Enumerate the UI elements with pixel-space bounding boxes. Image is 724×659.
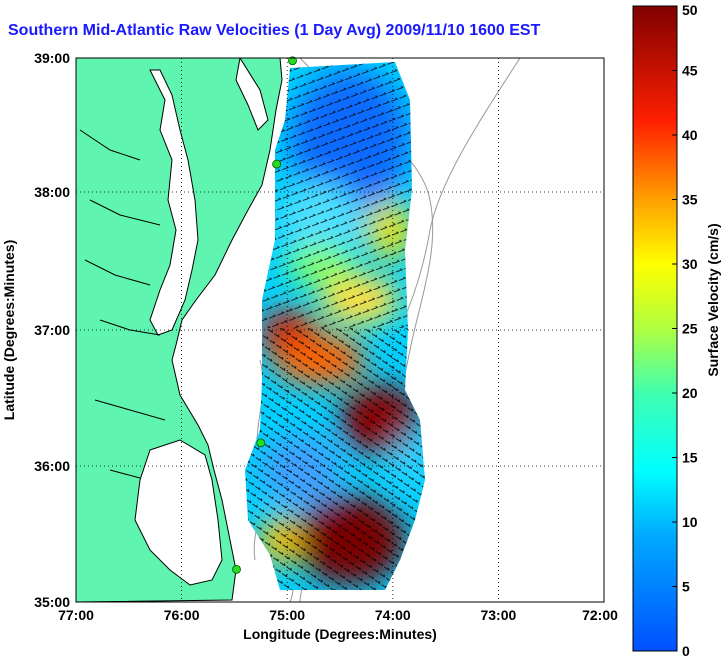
- lat-tick-label: 35:00: [34, 594, 70, 610]
- colorbar: [632, 5, 678, 652]
- colorbar-tick-label: 20: [682, 385, 698, 401]
- colorbar-tick-label: 25: [682, 321, 698, 337]
- radar-stations: [232, 56, 297, 574]
- colorbar-tick-label: 45: [682, 63, 698, 79]
- lon-tick-label: 75:00: [269, 607, 305, 623]
- colorbar-label: Surface Velocity (cm/s): [705, 223, 721, 376]
- colorbar-tick-label: 30: [682, 256, 698, 272]
- x-axis-label: Longitude (Degrees:Minutes): [243, 626, 437, 642]
- colorbar-tick-label: 5: [682, 579, 690, 595]
- radar-station-marker: [256, 438, 266, 448]
- colorbar-tick-label: 40: [682, 127, 698, 143]
- lon-tick-label: 76:00: [164, 607, 200, 623]
- colorbar-tick-label: 50: [682, 2, 698, 18]
- map-grid: [76, 58, 604, 602]
- lon-tick-label: 77:00: [58, 607, 94, 623]
- y-axis-label: Latitude (Degrees:Minutes): [1, 240, 17, 420]
- colorbar-tick-label: 0: [682, 643, 690, 659]
- lat-tick-label: 39:00: [34, 50, 70, 66]
- lat-tick-label: 37:00: [34, 322, 70, 338]
- colorbar-ticks: 0 5 10 15 20 25 30 35 40 45 50: [672, 2, 698, 659]
- radar-station-marker: [272, 159, 282, 169]
- lon-tick-label: 73:00: [480, 607, 516, 623]
- colorbar-tick-label: 35: [682, 192, 698, 208]
- colorbar-tick-label: 15: [682, 450, 698, 466]
- map-title: Southern Mid-Atlantic Raw Velocities (1 …: [8, 22, 541, 39]
- lat-tick-label: 36:00: [34, 458, 70, 474]
- lon-tick-label: 72:00: [582, 607, 618, 623]
- rivers: [79, 129, 166, 479]
- lon-tick-labels: 77:00 76:00 75:00 74:00 73:00 72:00: [58, 607, 618, 623]
- lon-tick-label: 74:00: [375, 607, 411, 623]
- lat-tick-labels: 35:00 36:00 37:00 38:00 39:00: [34, 50, 70, 610]
- colorbar-tick-label: 10: [682, 514, 698, 530]
- radar-station-marker: [288, 56, 297, 66]
- plot-frame: [75, 57, 605, 603]
- velocity-field: [245, 62, 425, 590]
- lat-tick-label: 38:00: [34, 184, 70, 200]
- pamlico-sound: [134, 439, 223, 586]
- delaware-bay: [235, 58, 269, 131]
- land-mass: [76, 58, 283, 602]
- radar-station-marker: [232, 564, 241, 574]
